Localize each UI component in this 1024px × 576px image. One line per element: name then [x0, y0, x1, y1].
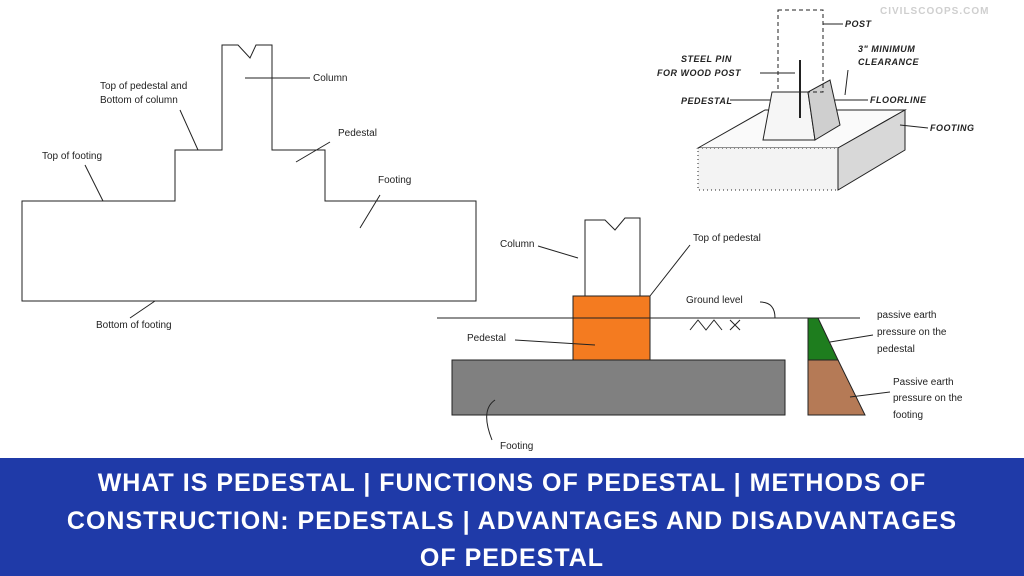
banner-line: OF PEDESTAL — [420, 544, 604, 572]
bottom-diagram: Column Top of pedestal Ground level Pede… — [437, 217, 963, 452]
banner-line: CONSTRUCTION: PEDESTALS | ADVANTAGES AND… — [67, 507, 957, 535]
pressure-footing — [807, 359, 866, 416]
label: PEDESTAL — [681, 96, 732, 106]
pedestal-side — [807, 79, 841, 141]
outline — [21, 44, 477, 302]
label: Bottom of column — [100, 95, 178, 106]
label: pressure on the — [893, 393, 963, 404]
label: footing — [893, 410, 923, 421]
top-right-diagram: POST STEEL PIN FOR WOOD POST 3" MINIMUM … — [657, 9, 975, 191]
footing-front — [697, 147, 839, 191]
label: pressure on the — [877, 327, 947, 338]
watermark: CIVILSCOOPS.COM — [880, 6, 989, 17]
footing-side — [837, 109, 906, 191]
leader-lines — [84, 77, 381, 319]
label: Pedestal — [338, 128, 377, 139]
pressure-pedestal — [807, 317, 839, 361]
label: Footing — [500, 441, 533, 452]
pedestal-front — [762, 91, 816, 141]
label: Top of pedestal and — [100, 81, 187, 92]
label: Bottom of footing — [96, 320, 172, 331]
label: Top of pedestal — [693, 233, 761, 244]
label: Column — [500, 239, 534, 250]
label: FOR WOOD POST — [657, 68, 742, 78]
label: STEEL PIN — [681, 54, 732, 64]
label: Passive earth — [893, 377, 954, 388]
label: Pedestal — [467, 333, 506, 344]
label: passive earth — [877, 310, 936, 321]
label: FOOTING — [930, 123, 975, 133]
pedestal — [572, 295, 651, 361]
leader-lines — [730, 23, 929, 129]
label: POST — [845, 19, 873, 29]
leader-lines — [486, 244, 891, 441]
label: Column — [313, 73, 347, 84]
label: Top of footing — [42, 151, 102, 162]
banner-line: WHAT IS PEDESTAL | FUNCTIONS OF PEDESTAL… — [98, 469, 927, 497]
left-diagram: Column Top of pedestal and Bottom of col… — [21, 44, 477, 331]
footing — [451, 359, 786, 416]
label: CLEARANCE — [858, 57, 919, 67]
label: 3" MINIMUM — [858, 44, 915, 54]
label: Ground level — [686, 295, 743, 306]
label: FLOORLINE — [870, 95, 927, 105]
label: Footing — [378, 175, 411, 186]
column — [584, 217, 641, 296]
banner — [0, 458, 1024, 576]
label: pedestal — [877, 344, 915, 355]
ground-hatch — [689, 319, 741, 331]
